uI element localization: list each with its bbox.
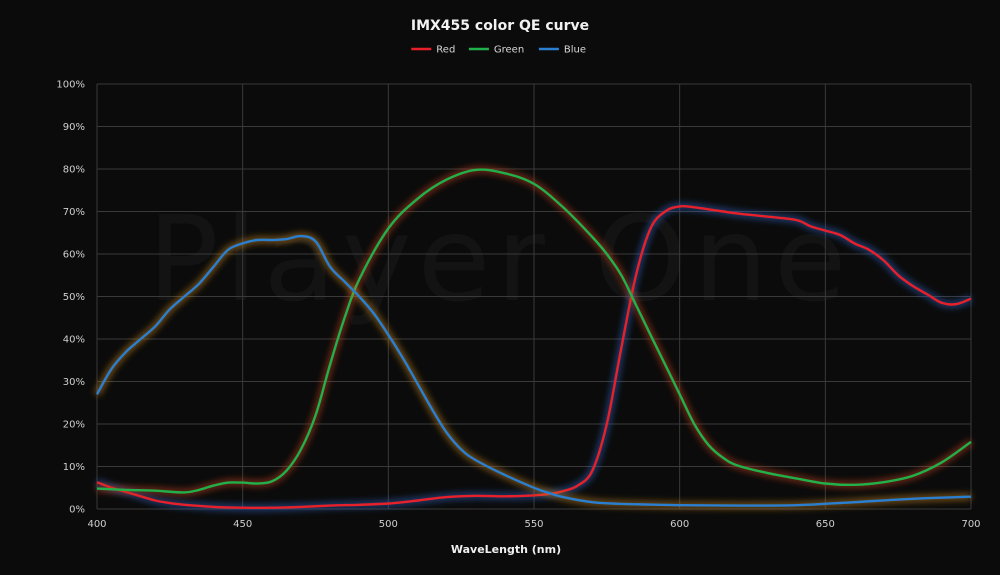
x-tick-label: 700 bbox=[961, 519, 980, 530]
y-tick-label: 0% bbox=[69, 505, 85, 516]
series-layer bbox=[93, 166, 974, 512]
series-line-red bbox=[96, 204, 972, 510]
x-tick-label: 550 bbox=[524, 519, 543, 530]
x-tick-label: 650 bbox=[816, 519, 835, 530]
watermark: Player One bbox=[148, 190, 853, 328]
y-tick-label: 100% bbox=[56, 80, 85, 91]
legend-label-red: Red bbox=[436, 45, 455, 56]
y-tick-label: 90% bbox=[63, 122, 85, 133]
x-axis-title: WaveLength (nm) bbox=[451, 543, 561, 556]
x-axis-ticks: 400 450 500 550 600 650 700 bbox=[87, 519, 980, 530]
grid bbox=[96, 83, 972, 510]
y-tick-label: 40% bbox=[63, 335, 85, 346]
x-tick-label: 450 bbox=[233, 519, 252, 530]
series-line-green bbox=[96, 168, 972, 494]
y-tick-label: 30% bbox=[63, 377, 85, 388]
y-tick-label: 20% bbox=[63, 420, 85, 431]
y-tick-label: 80% bbox=[63, 165, 85, 176]
series-line-blue bbox=[95, 234, 972, 507]
y-tick-label: 70% bbox=[63, 207, 85, 218]
legend: Red Green Blue bbox=[411, 45, 586, 56]
x-tick-label: 400 bbox=[87, 519, 106, 530]
chart-title: IMX455 color QE curve bbox=[411, 18, 589, 34]
y-axis-ticks: 0% 10% 20% 30% 40% 50% 60% 70% 80% 90% 100% bbox=[56, 80, 85, 516]
y-tick-label: 60% bbox=[63, 250, 85, 261]
y-tick-label: 10% bbox=[63, 462, 85, 473]
legend-label-green: Green bbox=[494, 45, 524, 56]
legend-label-blue: Blue bbox=[564, 45, 586, 56]
x-tick-label: 500 bbox=[379, 519, 398, 530]
y-tick-label: 50% bbox=[63, 292, 85, 303]
x-tick-label: 600 bbox=[670, 519, 689, 530]
